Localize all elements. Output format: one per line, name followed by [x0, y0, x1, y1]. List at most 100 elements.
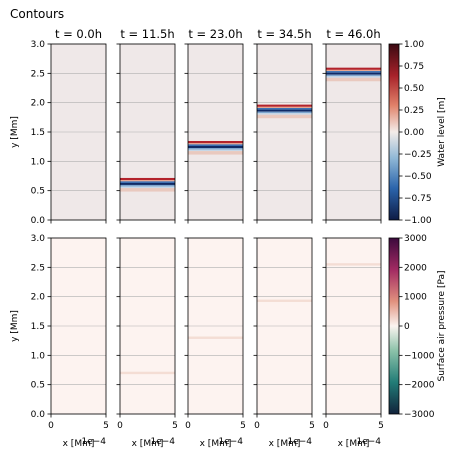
surface-air-pressure-pressure-band	[120, 371, 175, 375]
surface-air-pressure-y-tick-label: 2.0	[31, 293, 46, 303]
x-tick-label: 0	[48, 421, 54, 431]
x-tick-label: 0	[117, 421, 123, 431]
x-axis-label: x [Mm]	[338, 439, 370, 449]
water-level-wave-band	[120, 177, 175, 181]
water-level-colorbar-tick-label: −1.00	[404, 216, 432, 226]
water-level-colorbar-tick-label: −0.25	[404, 150, 432, 160]
surface-air-pressure-colorbar-tick-label: −3000	[404, 410, 435, 420]
water-level-wave-band	[326, 71, 381, 73]
water-level-wave-band	[326, 77, 381, 82]
water-level-y-tick-label: 0.0	[31, 216, 46, 226]
x-offset-label: 1e−4	[287, 437, 312, 447]
water-level-wave-band	[120, 188, 175, 192]
water-level-wave-band	[257, 106, 312, 109]
water-level-wave-band	[257, 113, 312, 115]
water-level-panel-5: t = 46.0h	[322, 27, 382, 224]
water-level-y-tick-label: 0.5	[31, 187, 45, 197]
water-level-y-axis-label: y [Mm]	[10, 116, 20, 148]
surface-air-pressure-y-tick-label: 2.5	[31, 263, 45, 273]
water-level-wave-band	[257, 111, 312, 114]
water-level-wave-band	[257, 104, 312, 107]
x-offset-label: 1e−4	[356, 437, 381, 447]
water-level-colorbar-tick-label: 0.25	[404, 106, 424, 116]
surface-air-pressure-panel-5: 0 5 x [Mm]1e−4	[322, 237, 384, 449]
surface-air-pressure-pressure-band	[326, 263, 381, 266]
water-level-wave-band	[257, 114, 312, 119]
water-level-wave-band	[120, 182, 175, 185]
water-level-wave-band	[188, 149, 243, 152]
panel-title-2: t = 11.5h	[120, 27, 174, 41]
x-offset-label: 1e−4	[81, 437, 106, 447]
water-level-panel-2: t = 11.5h	[116, 27, 176, 224]
pressure-colorbar-label: Surface air pressure [Pa]	[437, 270, 447, 381]
water-level-y-tick-label: 2.5	[31, 69, 45, 79]
x-offset-label: 1e−4	[150, 437, 175, 447]
water-level-y-tick-label: 1.0	[31, 157, 46, 167]
water-level-colorbar-label: Water level [m]	[437, 97, 447, 167]
surface-air-pressure-panel-2: 0 5 x [Mm]1e−4	[116, 237, 178, 449]
surface-air-pressure-colorbar-tick-label: 2000	[404, 263, 427, 273]
surface-air-pressure-row: 0 5x [Mm]1e−40 5x [Mm]1e−40 5x [Mm]1e−40 5x …	[10, 234, 384, 449]
x-axis-label: x [Mm]	[269, 439, 301, 449]
x-offset-label: 1e−4	[218, 437, 243, 447]
surface-air-pressure-colorbar-tick-label: −2000	[404, 381, 435, 391]
panel-title-1: t = 0.0h	[55, 27, 102, 41]
panel-title-3: t = 23.0h	[188, 27, 242, 41]
water-level-wave-band	[326, 69, 381, 72]
panel-title-5: t = 46.0h	[326, 27, 380, 41]
surface-air-pressure-colorbar-tick-label: 3000	[404, 234, 427, 244]
water-level-panel-4: t = 34.5h	[253, 27, 313, 224]
surface-air-pressure-panel-1: 0 5 x [Mm]1e−4	[47, 237, 109, 449]
water-level-wave-band	[326, 72, 381, 75]
water-level-wave-band	[188, 147, 243, 150]
surface-air-pressure-colorbar-tick-label: 1000	[404, 293, 427, 303]
x-tick-label: 0	[254, 421, 260, 431]
water-level-colorbar: 1.00 0.75 0.50 0.25 0.00 −0.25 −0.50 −0.75 −1.00…	[388, 40, 447, 226]
water-level-wave-band	[120, 180, 175, 182]
water-level-wave-band	[188, 145, 243, 148]
x-axis-label: x [Mm]	[200, 439, 232, 449]
surface-air-pressure-pressure-band	[188, 336, 243, 339]
water-level-colorbar-tick-label: −0.50	[404, 172, 432, 182]
water-level-colorbar-tick-label: −0.75	[404, 194, 432, 204]
x-tick-label: 5	[172, 421, 178, 431]
water-level-colorbar-tick-label: 1.00	[404, 40, 424, 50]
water-level-colorbar-tick-label: 0.75	[404, 62, 424, 72]
surface-air-pressure-y-tick-label: 3.0	[31, 234, 46, 244]
water-level-y-tick-label: 1.5	[31, 128, 45, 138]
surface-air-pressure-y-tick-label: 0.0	[31, 410, 46, 420]
surface-air-pressure-y-tick-label: 1.5	[31, 322, 45, 332]
water-level-colorbar-tick-label: 0.50	[404, 84, 424, 94]
water-level-y-tick-label: 3.0	[31, 40, 46, 50]
water-level-wave-band	[257, 109, 312, 112]
water-level-wave-band	[326, 67, 381, 70]
water-level-wave-band	[120, 181, 175, 183]
surface-air-pressure-y-tick-label: 1.0	[31, 351, 46, 361]
x-axis-label: x [Mm]	[132, 439, 164, 449]
panel-title-4: t = 34.5h	[257, 27, 311, 41]
x-tick-label: 5	[103, 421, 109, 431]
x-tick-label: 5	[378, 421, 384, 431]
surface-air-pressure-colorbar-tick-label: 0	[404, 322, 410, 332]
x-tick-label: 5	[309, 421, 315, 431]
water-level-colorbar-gradient	[389, 44, 399, 220]
water-level-y-tick-label: 2.0	[31, 99, 46, 109]
water-level-wave-band	[120, 186, 175, 189]
water-level-panel-1: t = 0.0h	[47, 27, 107, 224]
surface-air-pressure-pressure-band	[257, 299, 312, 302]
water-level-panel-3: t = 23.0h	[184, 27, 244, 224]
water-level-wave-band	[188, 143, 243, 145]
x-axis-label: x [Mm]	[63, 439, 95, 449]
water-level-wave-band	[188, 144, 243, 146]
x-tick-label: 0	[323, 421, 329, 431]
pressure-colorbar: 3000 2000 1000 0 −1000 −2000 −3000 Surface air…	[388, 234, 447, 420]
surface-air-pressure-y-tick-label: 0.5	[31, 381, 45, 391]
surface-air-pressure-panel-4: 0 5 x [Mm]1e−4	[253, 237, 315, 449]
water-level-colorbar-tick-label: 0.00	[404, 128, 424, 138]
water-level-wave-band	[120, 184, 175, 187]
water-level-wave-band	[188, 151, 243, 155]
figure-title: Contours	[10, 7, 64, 21]
water-level-wave-band	[188, 140, 243, 144]
surface-air-pressure-panel-3: 0 5 x [Mm]1e−4	[184, 237, 246, 449]
